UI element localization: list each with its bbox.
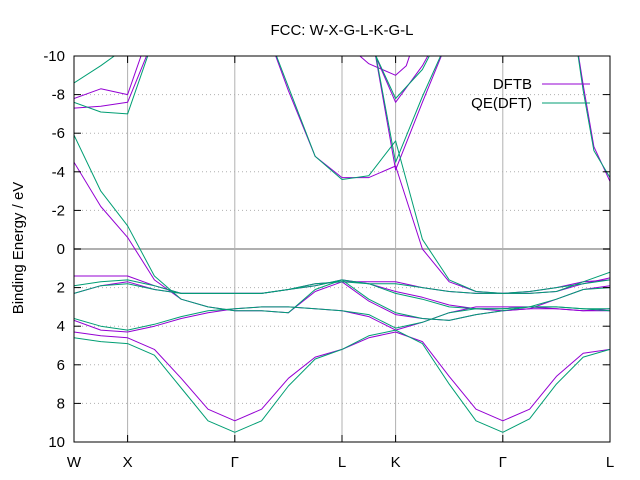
y-tick-label: -8 [52,87,65,104]
x-tick-label: K [391,454,401,471]
x-tick-label: X [123,454,133,471]
band-line [74,56,411,99]
grid-layer [74,56,610,442]
legend-label: QE(DFT) [471,95,532,112]
x-tick-label: Γ [499,454,507,471]
band-line [74,134,610,321]
y-tick-label: 8 [57,395,65,412]
y-tick-label: 6 [57,357,65,374]
band-line [375,56,430,99]
band-line [577,56,610,178]
y-axis-label: Binding Energy / eV [10,182,27,315]
band-line [74,279,610,294]
series-1 [74,56,610,433]
tick-layer: -10 -8 -6 -4 -2 0 2 4 6 8 10W X Γ L K Γ L [43,48,614,471]
x-tick-label: W [67,454,82,471]
legend-label: DFTB [493,76,532,93]
band-line [375,56,442,171]
band-line [74,329,610,433]
y-tick-label: 10 [48,434,65,451]
y-tick-label: 4 [57,318,65,335]
x-tick-label: L [338,454,346,471]
band-lines [74,56,610,433]
band-line [578,56,610,182]
y-tick-label: -6 [52,125,65,142]
legend: DFTB QE(DFT) [471,76,590,112]
chart-title: FCC: W-X-G-L-K-G-L [270,22,413,39]
x-tick-label: L [606,454,614,471]
band-line [74,56,116,84]
y-tick-label: -2 [52,202,65,219]
y-tick-label: 2 [57,280,65,297]
band-line [375,56,442,163]
y-tick-label: -10 [43,48,65,65]
y-tick-label: 0 [57,241,65,258]
band-line [74,56,610,294]
y-tick-label: -4 [52,164,65,181]
x-tick-label: Γ [231,454,239,471]
